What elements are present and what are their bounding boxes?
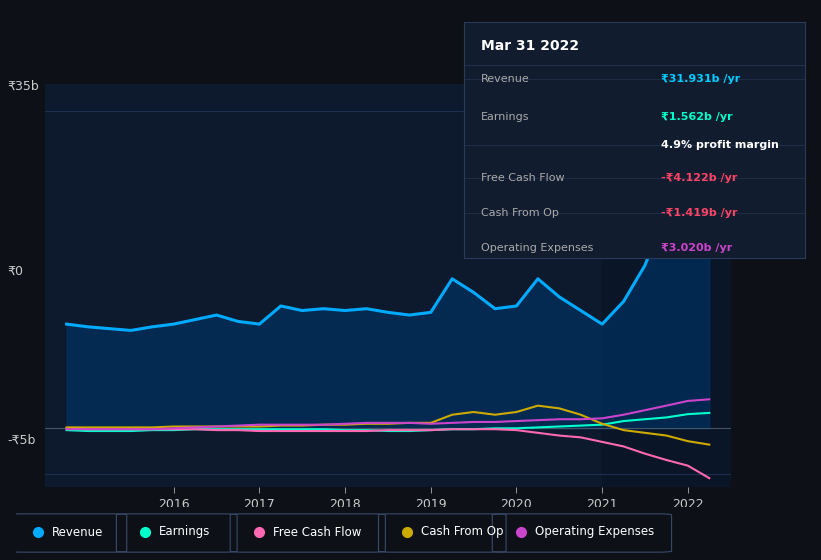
Text: Free Cash Flow: Free Cash Flow bbox=[273, 525, 361, 539]
Text: Operating Expenses: Operating Expenses bbox=[481, 244, 594, 254]
Text: ₹35b: ₹35b bbox=[7, 80, 39, 93]
Text: Cash From Op: Cash From Op bbox=[421, 525, 504, 539]
Text: Operating Expenses: Operating Expenses bbox=[535, 525, 654, 539]
Text: ₹3.020b /yr: ₹3.020b /yr bbox=[662, 244, 732, 254]
Text: Mar 31 2022: Mar 31 2022 bbox=[481, 39, 579, 53]
Text: ₹31.931b /yr: ₹31.931b /yr bbox=[662, 74, 741, 84]
Text: -₹4.122b /yr: -₹4.122b /yr bbox=[662, 173, 738, 183]
Text: Revenue: Revenue bbox=[53, 525, 103, 539]
Text: ₹0: ₹0 bbox=[7, 265, 24, 278]
Text: ₹1.562b /yr: ₹1.562b /yr bbox=[662, 112, 733, 122]
Text: Earnings: Earnings bbox=[481, 112, 530, 122]
Text: -₹5b: -₹5b bbox=[7, 435, 36, 447]
Text: Revenue: Revenue bbox=[481, 74, 530, 84]
Text: Cash From Op: Cash From Op bbox=[481, 208, 559, 218]
Text: Free Cash Flow: Free Cash Flow bbox=[481, 173, 565, 183]
Bar bbox=[602, 84, 731, 487]
Text: -₹1.419b /yr: -₹1.419b /yr bbox=[662, 208, 738, 218]
Text: 4.9% profit margin: 4.9% profit margin bbox=[662, 140, 779, 150]
Text: Earnings: Earnings bbox=[159, 525, 210, 539]
